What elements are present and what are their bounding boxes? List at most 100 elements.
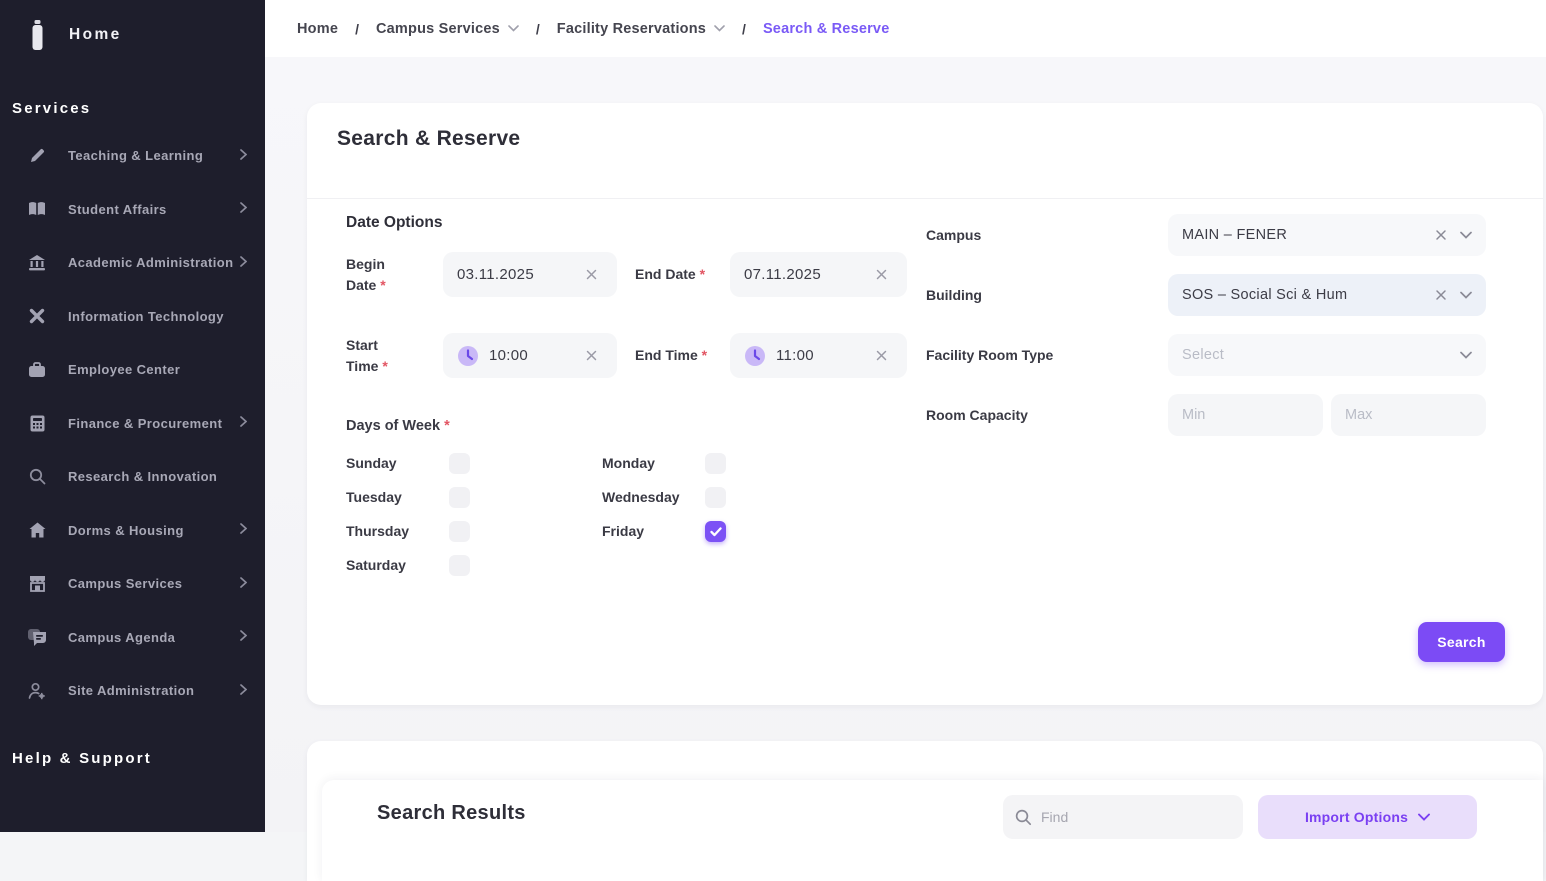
search-icon	[1015, 809, 1032, 825]
required-asterisk: *	[701, 347, 708, 363]
required-asterisk: *	[699, 266, 706, 282]
clear-end-date-icon[interactable]	[870, 265, 893, 284]
day-wednesday: Wednesday	[602, 487, 921, 508]
sidebar-item-information-technology[interactable]: Information Technology	[0, 290, 265, 344]
divider	[307, 198, 1543, 199]
required-asterisk: *	[380, 276, 386, 293]
calculator-icon	[28, 414, 46, 432]
days-of-week-grid: Sunday Monday Tuesday Wednesday	[346, 453, 921, 576]
sidebar-item-employee-center[interactable]: Employee Center	[0, 343, 265, 397]
clear-building-icon[interactable]	[1435, 289, 1447, 301]
breadcrumb-search-reserve[interactable]: Search & Reserve	[762, 20, 890, 37]
page-title: Search & Reserve	[337, 127, 521, 150]
breadcrumb-home[interactable]: Home	[297, 20, 339, 37]
sidebar-item-finance-procurement[interactable]: Finance & Procurement	[0, 397, 265, 451]
magnifier-icon	[28, 468, 46, 486]
breadcrumb-separator: /	[355, 20, 359, 37]
sidebar-item-home[interactable]: Home	[28, 20, 122, 50]
user-gear-icon	[28, 682, 46, 700]
breadcrumb-facility-reservations[interactable]: Facility Reservations	[557, 21, 725, 37]
capacity-max-input[interactable]	[1331, 394, 1486, 436]
sidebar-item-dorms-housing[interactable]: Dorms & Housing	[0, 504, 265, 558]
campus-select[interactable]: MAIN – FENER	[1168, 214, 1486, 256]
date-options-column: Date Options Begin Date * 03.11.2025 End…	[346, 214, 921, 576]
day-tuesday: Tuesday	[346, 487, 602, 508]
day-friday: Friday	[602, 521, 921, 542]
building-select[interactable]: SOS – Social Sci & Hum	[1168, 274, 1486, 316]
sidebar-item-academic-administration[interactable]: Academic Administration	[0, 236, 265, 290]
chevron-down-icon	[1460, 351, 1472, 359]
chevron-right-icon	[240, 682, 248, 700]
find-input[interactable]	[1041, 809, 1231, 825]
bank-icon	[28, 254, 46, 272]
chevron-right-icon	[240, 575, 248, 593]
facility-room-type-select[interactable]: Select	[1168, 334, 1486, 376]
clear-begin-date-icon[interactable]	[580, 265, 603, 284]
search-reserve-card: Search & Reserve Date Options Begin Date…	[307, 103, 1543, 705]
clear-end-time-icon[interactable]	[870, 346, 893, 365]
sidebar-section-services: Services	[12, 100, 92, 117]
sidebar-item-teaching-learning[interactable]: Teaching & Learning	[0, 129, 265, 183]
search-button[interactable]: Search	[1418, 622, 1505, 662]
breadcrumb-separator: /	[742, 20, 746, 37]
sidebar-item-campus-agenda[interactable]: Campus Agenda	[0, 611, 265, 665]
date-options-title: Date Options	[346, 214, 443, 231]
briefcase-icon	[28, 361, 46, 379]
chevron-right-icon	[240, 254, 248, 272]
import-options-button[interactable]: Import Options	[1258, 795, 1477, 839]
sidebar-item-campus-services[interactable]: Campus Services	[0, 557, 265, 611]
breadcrumb: Home / Campus Services / Facility Reserv…	[265, 0, 1546, 57]
day-thursday: Thursday	[346, 521, 602, 542]
friday-checkbox[interactable]	[705, 521, 726, 542]
end-date-label: End Date *	[635, 266, 706, 282]
sidebar-item-site-administration[interactable]: Site Administration	[0, 664, 265, 718]
campus-label: Campus	[926, 227, 982, 243]
find-search-box[interactable]	[1003, 795, 1243, 839]
location-options-column: Campus MAIN – FENER Building SOS – Socia…	[926, 214, 1505, 454]
sidebar-home-label: Home	[69, 26, 122, 43]
sidebar-item-student-affairs[interactable]: Student Affairs	[0, 183, 265, 237]
chevron-down-icon	[508, 25, 519, 32]
saturday-checkbox[interactable]	[449, 555, 470, 576]
main-area: Home / Campus Services / Facility Reserv…	[265, 0, 1546, 881]
start-time-input[interactable]: 10:00	[443, 333, 617, 378]
clock-icon	[457, 345, 479, 367]
clear-start-time-icon[interactable]	[580, 346, 603, 365]
thursday-checkbox[interactable]	[449, 521, 470, 542]
end-time-input[interactable]: 11:00	[730, 333, 907, 378]
capacity-min-input[interactable]	[1168, 394, 1323, 436]
breadcrumb-separator: /	[535, 20, 540, 37]
days-of-week-label: Days of Week *	[346, 418, 450, 434]
chevron-down-icon	[1418, 813, 1431, 821]
search-results-card: Search Results Import Options	[307, 741, 1543, 881]
x-icon	[28, 307, 46, 325]
sidebar-section-help-support: Help & Support	[12, 750, 152, 767]
day-saturday: Saturday	[346, 555, 602, 576]
chevron-down-icon	[1460, 231, 1472, 239]
sunday-checkbox[interactable]	[449, 453, 470, 474]
clear-campus-icon[interactable]	[1435, 229, 1447, 241]
chevron-down-icon	[1460, 291, 1472, 299]
chevron-down-icon	[714, 25, 725, 32]
breadcrumb-campus-services[interactable]: Campus Services	[376, 21, 519, 37]
building-label: Building	[926, 287, 982, 303]
search-results-title: Search Results	[377, 802, 526, 824]
chevron-right-icon	[240, 628, 248, 646]
book-icon	[28, 200, 46, 218]
tower-icon	[28, 20, 46, 50]
end-date-input[interactable]: 07.11.2025	[730, 252, 907, 297]
tuesday-checkbox[interactable]	[449, 487, 470, 508]
chat-icon	[28, 628, 46, 646]
end-time-label: End Time *	[635, 347, 708, 363]
wednesday-checkbox[interactable]	[705, 487, 726, 508]
monday-checkbox[interactable]	[705, 453, 726, 474]
sidebar-menu: Teaching & Learning Student Affairs Acad…	[0, 129, 265, 718]
content-area: Search & Reserve Date Options Begin Date…	[265, 57, 1546, 881]
required-asterisk: *	[444, 418, 450, 434]
chevron-right-icon	[240, 147, 248, 165]
storefront-icon	[28, 575, 46, 593]
required-asterisk: *	[382, 357, 388, 374]
sidebar-item-research-innovation[interactable]: Research & Innovation	[0, 450, 265, 504]
begin-date-input[interactable]: 03.11.2025	[443, 252, 617, 297]
chevron-right-icon	[240, 521, 248, 539]
